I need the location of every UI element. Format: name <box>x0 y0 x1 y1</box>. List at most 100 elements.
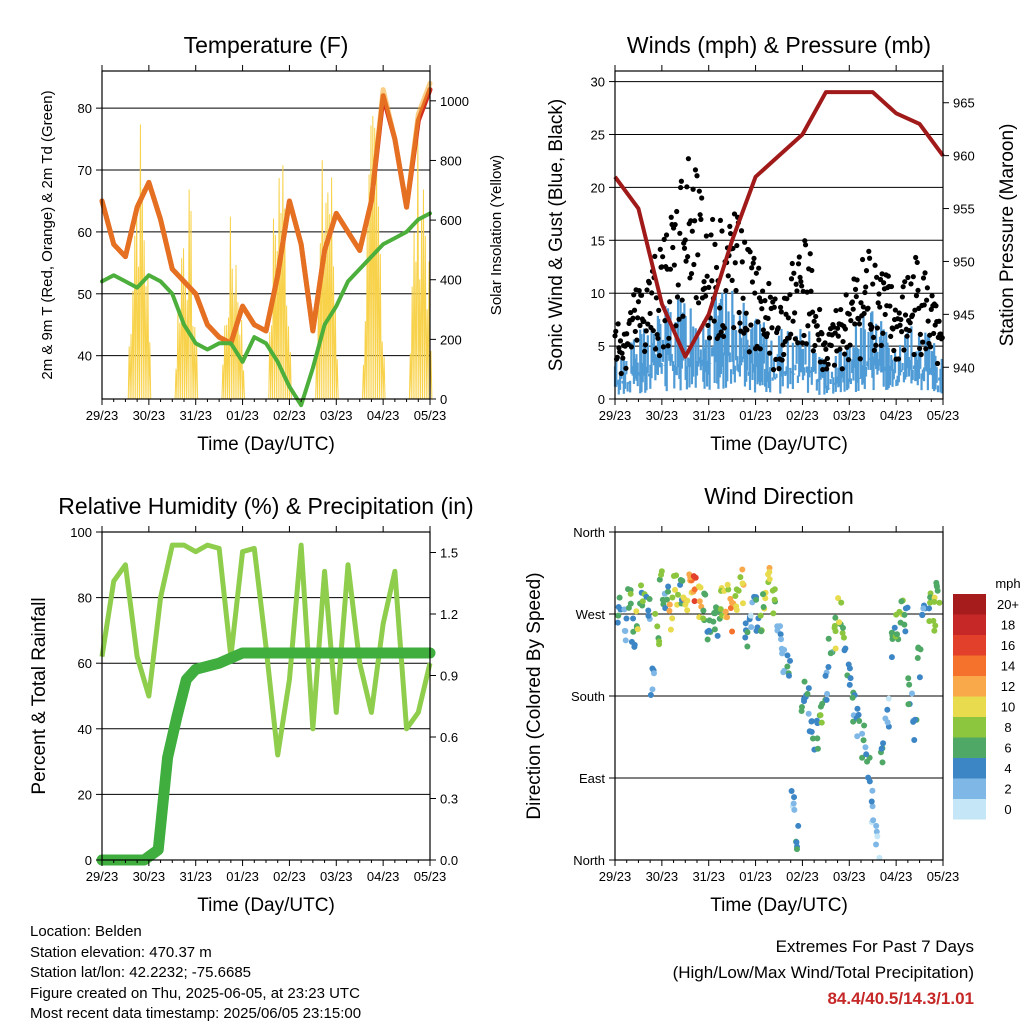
dir-point <box>742 634 749 641</box>
wind-gust-point <box>709 278 715 284</box>
dir-point <box>724 614 731 621</box>
dir-point <box>931 627 938 634</box>
dir-point <box>669 594 676 601</box>
rh-y2tick-label: 0.3 <box>440 792 458 807</box>
wind-gust-point <box>767 350 773 356</box>
dir-point <box>859 730 866 737</box>
wind-gust-point <box>738 228 745 234</box>
dir-point <box>930 617 937 624</box>
wind-gust-point <box>635 315 641 321</box>
wind-gust-point <box>674 294 681 300</box>
wind-gust-point <box>920 275 927 281</box>
wind-gust-point <box>791 270 797 276</box>
dir-point <box>662 605 669 612</box>
wind-gust-point <box>727 223 733 229</box>
dir-point <box>680 594 687 601</box>
wind-gust-point <box>641 318 647 324</box>
wind-gust-point <box>798 278 804 285</box>
dir-point <box>717 606 724 613</box>
wind-gust-point <box>762 298 768 304</box>
dir-ytick-label: East <box>579 771 605 786</box>
rh-ytick-label: 100 <box>70 525 92 540</box>
wind-gust-point <box>630 315 636 321</box>
dir-point <box>630 615 637 622</box>
dir-point <box>891 624 898 631</box>
wind-gust-point <box>740 295 746 301</box>
wind-gust-point <box>731 211 738 217</box>
dir-legend-swatch <box>953 614 986 635</box>
rh-xtick-label: 30/23 <box>133 869 166 884</box>
temp-xtick-label: 04/23 <box>367 408 400 423</box>
dir-legend-swatch <box>953 594 986 615</box>
dir-point <box>627 590 634 597</box>
wind-gust-point <box>810 348 816 354</box>
wind-gust-point <box>924 297 930 303</box>
dir-point <box>823 696 830 703</box>
wind-gust-point <box>671 262 677 268</box>
wind-gust-point <box>878 342 884 348</box>
dir-point <box>724 581 731 588</box>
dir-point <box>645 607 652 614</box>
dir-point <box>856 717 863 724</box>
wind-y2tick-label: 960 <box>953 149 975 164</box>
wind-gust-point <box>628 344 635 350</box>
wind-gust-point <box>799 340 806 346</box>
wind-gust-point <box>802 242 809 248</box>
dir-point <box>628 638 635 645</box>
dir-point <box>898 598 905 605</box>
wind-gust-point <box>858 300 864 306</box>
temp-y2tick-label: 800 <box>440 153 462 168</box>
dir-point <box>906 681 913 688</box>
wind-gust-point <box>767 294 774 300</box>
wind-ytick-label: 5 <box>598 339 605 354</box>
dir-point <box>766 576 773 583</box>
dir-point <box>855 711 862 718</box>
wind-gust-point <box>742 239 748 245</box>
wind-gust-point <box>838 306 844 313</box>
wind-gust-point <box>695 300 702 306</box>
wind-gust-point <box>831 362 838 368</box>
dir-xlabel: Time (Day/UTC) <box>710 895 848 916</box>
wind-gust-point <box>683 258 689 264</box>
dir-point <box>758 628 765 635</box>
wind-pressure-series <box>613 90 945 359</box>
dir-point <box>894 631 901 638</box>
wind-gust-point <box>693 295 699 301</box>
wind-gust-point <box>732 260 738 266</box>
dir-point <box>827 650 834 657</box>
wind-gust-point <box>760 288 766 294</box>
dir-legend-label: 6 <box>1004 741 1011 756</box>
wind-gust-point <box>772 296 778 302</box>
wind-gust-point <box>701 279 707 285</box>
dir-point <box>793 846 800 853</box>
wind-gust-point <box>729 277 735 283</box>
wind-gust-point <box>921 302 927 308</box>
wind-xtick-label: 03/23 <box>833 408 866 423</box>
dir-point <box>818 719 825 726</box>
wind-gust-point <box>736 309 742 316</box>
wind-gust-point <box>802 238 808 244</box>
wind-gust-point <box>615 321 621 327</box>
wind-gust-point <box>771 304 777 310</box>
dir-point <box>692 574 699 581</box>
dir-point <box>910 718 917 725</box>
dir-point <box>847 675 854 682</box>
dir-xtick-label: 04/23 <box>880 869 913 884</box>
temp-y2tick-label: 600 <box>440 213 462 228</box>
wind-gust-point <box>896 310 902 316</box>
extremes-title: Extremes For Past 7 Days <box>775 937 974 956</box>
dir-point <box>926 605 933 612</box>
dir-point <box>784 663 791 670</box>
wind-gust-point <box>660 344 667 350</box>
rh-ytick-label: 20 <box>78 787 92 802</box>
wind-xtick-label: 04/23 <box>880 408 913 423</box>
dir-title: Wind Direction <box>704 483 854 509</box>
dir-point <box>646 596 653 603</box>
wind-gust-point <box>909 312 916 318</box>
dir-point <box>722 608 729 615</box>
dir-point <box>817 703 824 710</box>
wind-gust-point <box>743 310 749 316</box>
dir-point <box>902 628 909 635</box>
rh-y2tick-label: 0.9 <box>440 669 458 684</box>
